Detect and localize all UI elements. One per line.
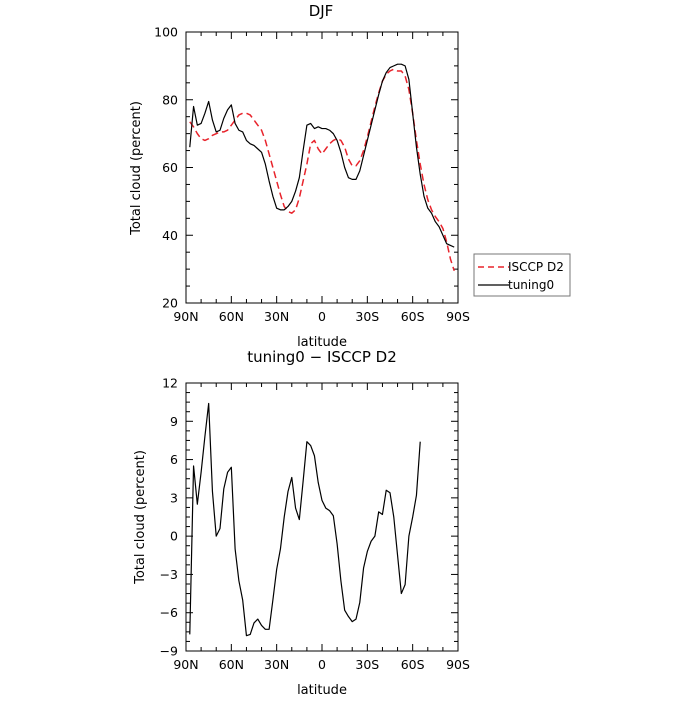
bottom-y-tick-label: 6 [170,452,178,467]
top-y-tick-label: 100 [154,25,178,40]
top-x-ticks: 90N 60N 30N 0 30S 60S 90S [173,32,470,324]
bottom-chart-panel: tuning0 − ISCCP D2 −9 −6 −3 0 3 6 9 12 90N 60N 30… [133,348,470,698]
bottom-x-tick-label: 90N [173,657,198,672]
top-x-tick-label: 60S [401,309,425,324]
top-x-tick-label: 30N [264,309,289,324]
bottom-series-line-difference [189,402,421,637]
bottom-x-ticks: 90N 60N 30N 0 30S 60S 90S [173,383,470,672]
bottom-x-tick-label: 30N [264,657,289,672]
top-x-axis-label: latitude [297,335,347,350]
top-series-line-isccp-d2 [189,68,455,272]
top-x-tick-label: 30S [355,309,379,324]
top-y-tick-label: 20 [162,296,178,311]
bottom-y-tick-label: −6 [160,605,178,620]
bottom-x-tick-label: 60N [219,657,244,672]
bottom-x-tick-label: 30S [355,657,379,672]
top-y-tick-label: 60 [162,160,178,175]
top-plot-frame [185,31,459,304]
bottom-y-tick-label: 0 [170,529,178,544]
top-series-line-tuning0 [189,63,455,248]
top-x-tick-label: 90S [446,309,470,324]
bottom-x-tick-label: 60S [401,657,425,672]
bottom-y-axis-label: Total cloud (percent) [133,450,148,585]
bottom-x-tick-label: 90S [446,657,470,672]
legend-box [473,253,571,297]
bottom-y-tick-label: 3 [170,490,178,505]
top-y-ticks: 20 40 60 80 100 [154,25,458,311]
top-x-tick-label: 90N [173,309,198,324]
bottom-plot-frame [185,382,459,652]
top-y-axis-label: Total cloud (percent) [129,101,144,236]
top-chart-panel: DJF 20 40 60 80 100 90N 60N 30N 0 30S 60S 90S lati… [129,2,571,350]
bottom-y-ticks: −9 −6 −3 0 3 6 9 12 [160,376,458,659]
bottom-y-tick-label: 9 [170,414,178,429]
bottom-y-tick-label: −3 [160,567,178,582]
bottom-series-group [189,402,421,637]
bottom-x-tick-label: 0 [318,657,326,672]
top-x-tick-label: 60N [219,309,244,324]
bottom-chart-title: tuning0 − ISCCP D2 [247,348,397,366]
top-x-tick-label: 0 [318,309,326,324]
bottom-y-tick-label: 12 [162,376,178,391]
legend-tuning0-label: tuning0 [508,278,554,292]
bottom-y-tick-label: −9 [160,644,178,659]
top-y-tick-label: 80 [162,92,178,107]
legend: ISCCP D2 tuning0 [473,253,571,297]
bottom-x-axis-label: latitude [297,683,347,698]
top-y-tick-label: 40 [162,228,178,243]
top-chart-title: DJF [309,2,334,20]
legend-isccp-label: ISCCP D2 [508,260,564,274]
top-series-group [189,63,455,272]
